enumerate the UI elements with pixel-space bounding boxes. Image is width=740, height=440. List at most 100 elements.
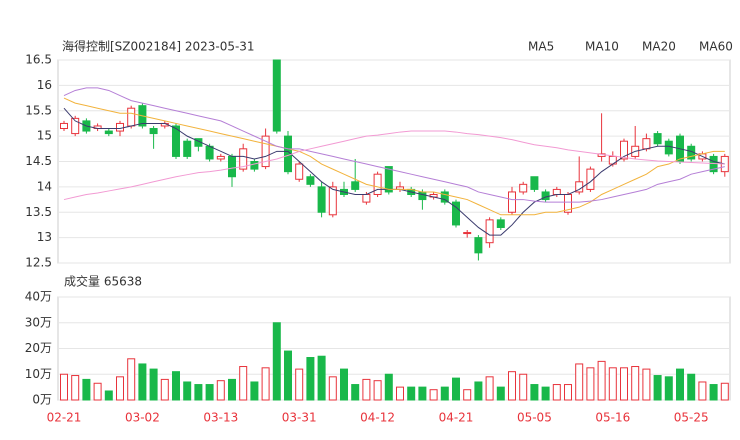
y-tick-label: 13.5 <box>25 205 52 219</box>
volume-bar <box>183 381 192 401</box>
y-tick-label: 0万 <box>32 393 52 407</box>
candle-body <box>239 148 248 170</box>
volume-bar <box>127 358 136 401</box>
candle-body <box>463 232 472 235</box>
volume-bar <box>160 378 169 401</box>
candle-body <box>519 183 528 193</box>
candle-body <box>172 125 180 157</box>
volume-bar <box>116 376 124 401</box>
volume-bar <box>93 382 102 401</box>
volume-bar <box>172 371 180 401</box>
candle-body <box>228 155 236 178</box>
y-tick-label: 12.5 <box>25 256 52 270</box>
volume-bar <box>418 386 427 401</box>
y-tick-label: 15 <box>37 129 52 143</box>
candle-body <box>60 122 68 130</box>
candle-body <box>127 107 136 127</box>
legend-label: MA5 <box>528 40 554 54</box>
volume-bar <box>631 366 640 401</box>
volume-bar <box>306 357 315 401</box>
ma-line <box>63 97 725 216</box>
candle-body <box>452 201 460 226</box>
volume-bar <box>586 367 595 401</box>
volume-bar <box>228 378 236 401</box>
y-tick-label: 13 <box>37 230 52 244</box>
x-tick-label: 03-02 <box>125 411 160 425</box>
y-tick-label: 30万 <box>25 315 52 329</box>
x-tick-label: 04-21 <box>439 411 474 425</box>
volume-bar <box>620 367 628 401</box>
volume-bar <box>474 381 483 401</box>
volume-bar <box>642 368 651 401</box>
candle-body <box>362 193 371 203</box>
candle-body <box>474 237 483 254</box>
volume-bar <box>687 373 696 401</box>
volume-bar <box>519 373 528 401</box>
volume-bar <box>149 368 158 401</box>
candle-body <box>373 173 382 195</box>
volume-bar <box>328 376 337 401</box>
candle-body <box>485 219 494 244</box>
candle-body <box>508 191 516 213</box>
y-tick-label: 14.5 <box>25 154 52 168</box>
candle-body <box>295 163 304 180</box>
volume-bar <box>317 355 326 401</box>
ma-line <box>63 87 725 203</box>
candle-body <box>328 186 337 216</box>
volume-bar <box>261 367 270 401</box>
volume-bar <box>340 368 348 401</box>
volume-bar <box>373 380 382 401</box>
volume-bar <box>530 384 539 401</box>
volume-bar <box>60 373 68 401</box>
candle-body <box>216 155 225 160</box>
candle-body <box>642 138 651 150</box>
candle-body <box>116 122 124 132</box>
volume-bar <box>295 368 304 401</box>
candle-body <box>384 166 393 193</box>
candle-body <box>440 191 449 203</box>
candle-body <box>104 130 113 135</box>
volume-bar <box>429 389 438 401</box>
candle-body <box>272 59 281 132</box>
volume-bar <box>216 380 225 401</box>
volume-bar <box>138 363 147 401</box>
candle-body <box>205 145 214 160</box>
volume-bar <box>194 384 203 401</box>
volume-bar <box>485 376 494 401</box>
y-tick-label: 10万 <box>25 367 52 381</box>
y-tick-label: 16.5 <box>25 53 52 67</box>
x-tick-label: 02-21 <box>47 411 82 425</box>
x-tick-label: 03-13 <box>203 411 238 425</box>
x-tick-label: 05-05 <box>517 411 552 425</box>
candle-body <box>261 135 270 168</box>
candle-body <box>306 176 315 185</box>
volume-bar <box>239 366 248 401</box>
volume-bar <box>396 386 404 401</box>
candle-body <box>653 133 662 145</box>
volume-bar <box>508 371 516 401</box>
candle-body <box>496 219 505 228</box>
volume-bar <box>664 376 673 401</box>
candle-body <box>317 186 326 213</box>
volume-bar <box>384 373 393 401</box>
y-tick-label: 40万 <box>25 290 52 304</box>
candle-body <box>664 140 673 155</box>
volume-bar <box>597 360 606 401</box>
volume-bar <box>284 350 292 401</box>
volume-bar <box>250 381 259 401</box>
volume-bar <box>698 381 707 401</box>
volume-bar <box>720 382 729 401</box>
candle-body <box>250 161 259 170</box>
volume-bar <box>351 384 360 401</box>
candle-body <box>418 191 427 201</box>
x-tick-label: 05-16 <box>595 411 630 425</box>
volume-bar <box>452 377 460 401</box>
volume-bar <box>653 375 662 401</box>
x-tick-label: 04-12 <box>360 411 395 425</box>
volume-bar <box>440 386 449 401</box>
volume-bar <box>362 378 371 401</box>
legend-label: MA20 <box>642 40 676 54</box>
volume-bar <box>608 367 617 401</box>
candle-body <box>530 176 539 190</box>
legend-label: MA60 <box>699 40 733 54</box>
